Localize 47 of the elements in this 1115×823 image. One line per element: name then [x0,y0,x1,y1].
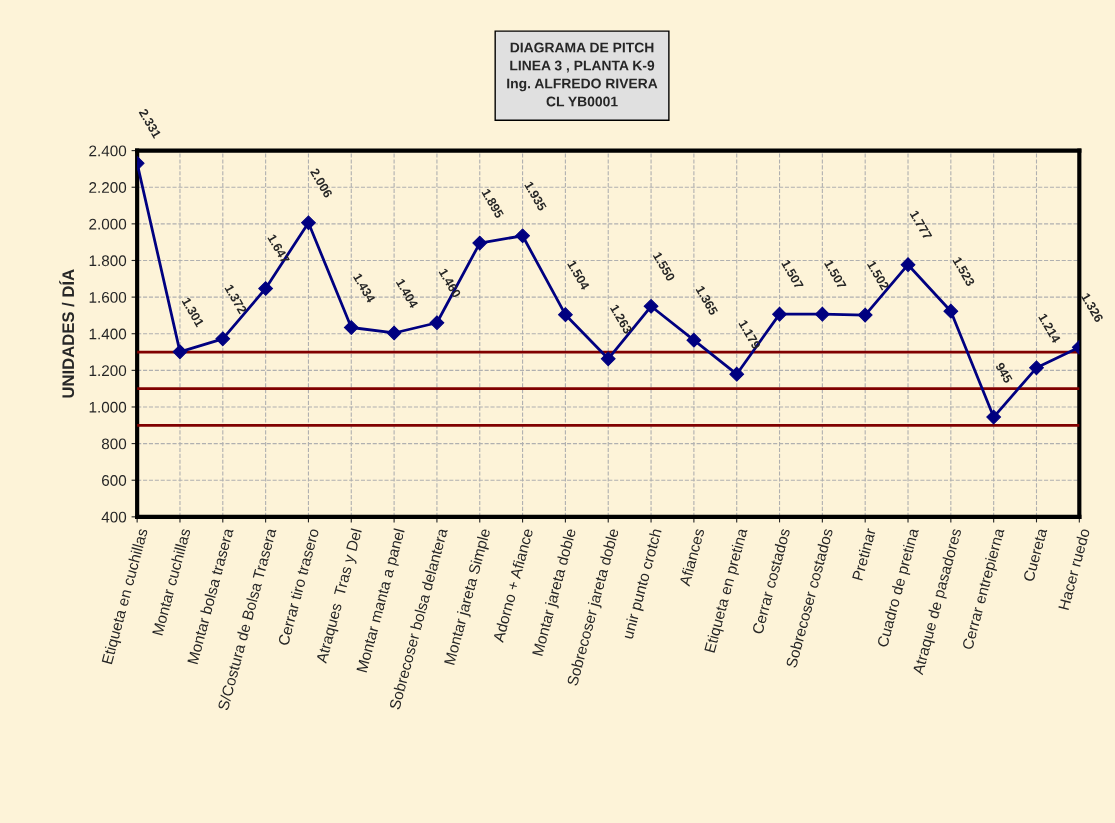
point [772,306,787,322]
x-tick-label: Etiqueta en cuchillas [101,527,151,666]
point [515,228,530,244]
point [1029,360,1044,376]
x-tick-label: unir punto crotch [621,528,665,640]
y-tick-label: 1.400 [89,328,127,340]
y-tick-label: 400 [101,511,127,523]
point [900,257,916,273]
x-tick-label: Cuereta [1023,527,1048,582]
chart-title: DIAGRAMA DE PITCH LINEA 3 , PLANTA K-9 Ing. ALFREDO RIVERA CL YB0001 [507,42,658,107]
data-label: 945 [995,361,1013,384]
point [429,315,445,331]
y-tick-label: 2.200 [89,182,127,193]
point [686,332,702,348]
y-tick-label: 800 [101,438,127,450]
y-tick-label: 2.000 [89,218,127,230]
x-tick-label: Cerrar tiro trasero [277,527,320,646]
point [814,306,830,322]
point [472,235,488,251]
point [258,281,274,296]
point [301,215,316,231]
point [215,331,231,347]
x-tick-label: Adorno + Afiance [492,527,534,643]
point [943,303,959,319]
y-axis-title: UNIDADES / DÍA [59,269,75,398]
point [343,320,359,335]
y-tick-label: 1.800 [89,255,127,267]
x-tick-label: Pretinar [851,527,876,581]
point [986,409,1002,425]
x-tick-label: Montar cuchillas [151,527,191,636]
y-tick-label: 2.400 [89,145,127,157]
y-tick-label: 1.200 [89,365,127,377]
point [857,307,873,323]
point [172,344,188,360]
y-tick-label: 600 [102,475,127,486]
y-tick-label: 1.000 [89,401,127,413]
point [729,366,745,382]
point [386,325,402,341]
x-tick-label: Cerrar costados [751,527,791,635]
x-tick-label: Afiances [678,527,705,587]
point [643,298,659,314]
x-tick-label: Cuadro de pretina [876,527,922,649]
point [600,351,616,367]
y-tick-label: 1.600 [89,291,127,303]
x-tick-label: Hacer ruedo [1057,527,1090,611]
x-tick-label: Etiqueta en pretina [703,527,751,654]
point [558,307,573,323]
